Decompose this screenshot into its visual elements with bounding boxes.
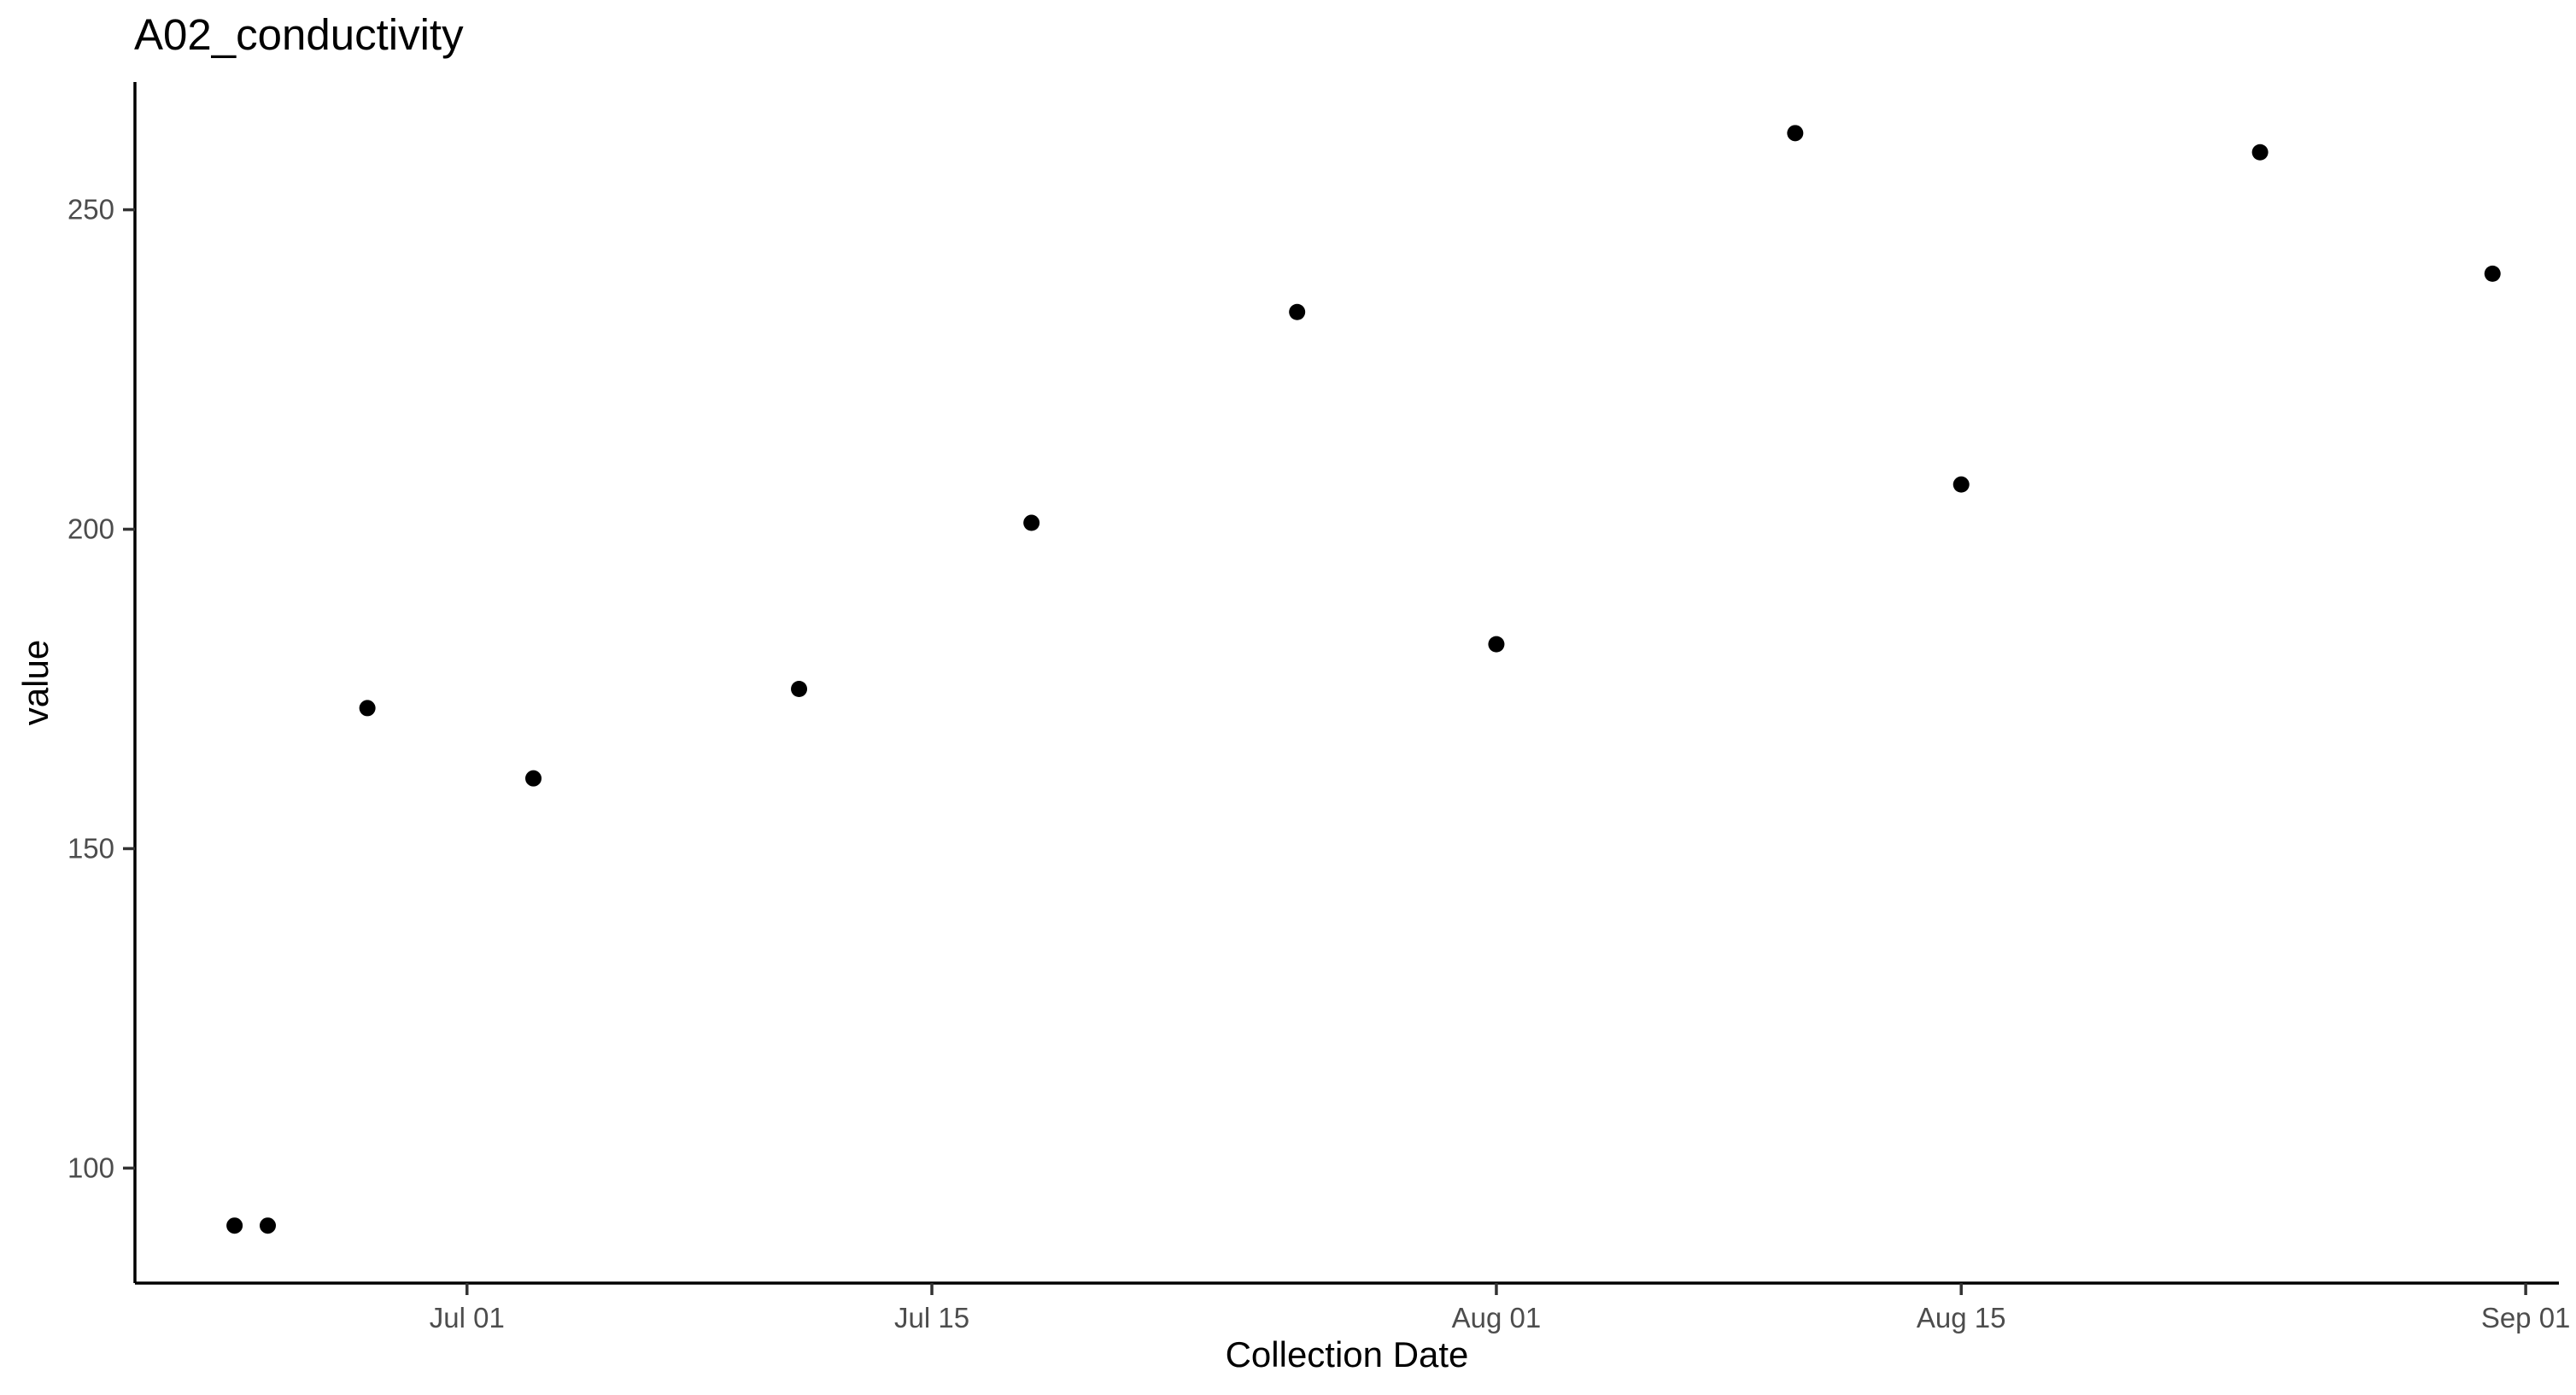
data-point — [260, 1217, 277, 1234]
y-tick-label: 150 — [67, 832, 114, 864]
x-axis-ticks: Jul 01 Jul 15 Aug 01 Aug 15 Sep 01 — [430, 1283, 2571, 1333]
data-point — [359, 700, 376, 717]
data-point — [2251, 144, 2269, 161]
x-tick-label: Aug 15 — [1917, 1302, 2006, 1333]
x-tick-label: Jul 01 — [430, 1302, 505, 1333]
x-tick-label: Sep 01 — [2481, 1302, 2571, 1333]
data-point — [1023, 514, 1040, 531]
y-tick-label: 200 — [67, 513, 114, 545]
data-point — [1952, 476, 1970, 493]
plot-area — [226, 125, 2501, 1234]
data-point — [2484, 265, 2501, 282]
y-axis-title: value — [15, 640, 56, 725]
x-tick-label: Aug 01 — [1452, 1302, 1542, 1333]
chart-title: A02_conductivity — [134, 10, 464, 59]
x-tick-label: Jul 15 — [894, 1302, 969, 1333]
y-axis-ticks: 100 150 200 250 — [67, 194, 135, 1183]
x-axis-title: Collection Date — [1226, 1334, 1469, 1374]
data-point — [791, 680, 808, 697]
data-point — [1289, 303, 1306, 320]
data-point — [226, 1217, 243, 1234]
data-point — [1787, 125, 1804, 142]
y-tick-label: 100 — [67, 1152, 114, 1183]
data-point — [1488, 636, 1505, 653]
y-tick-label: 250 — [67, 194, 114, 226]
data-point — [525, 770, 542, 787]
